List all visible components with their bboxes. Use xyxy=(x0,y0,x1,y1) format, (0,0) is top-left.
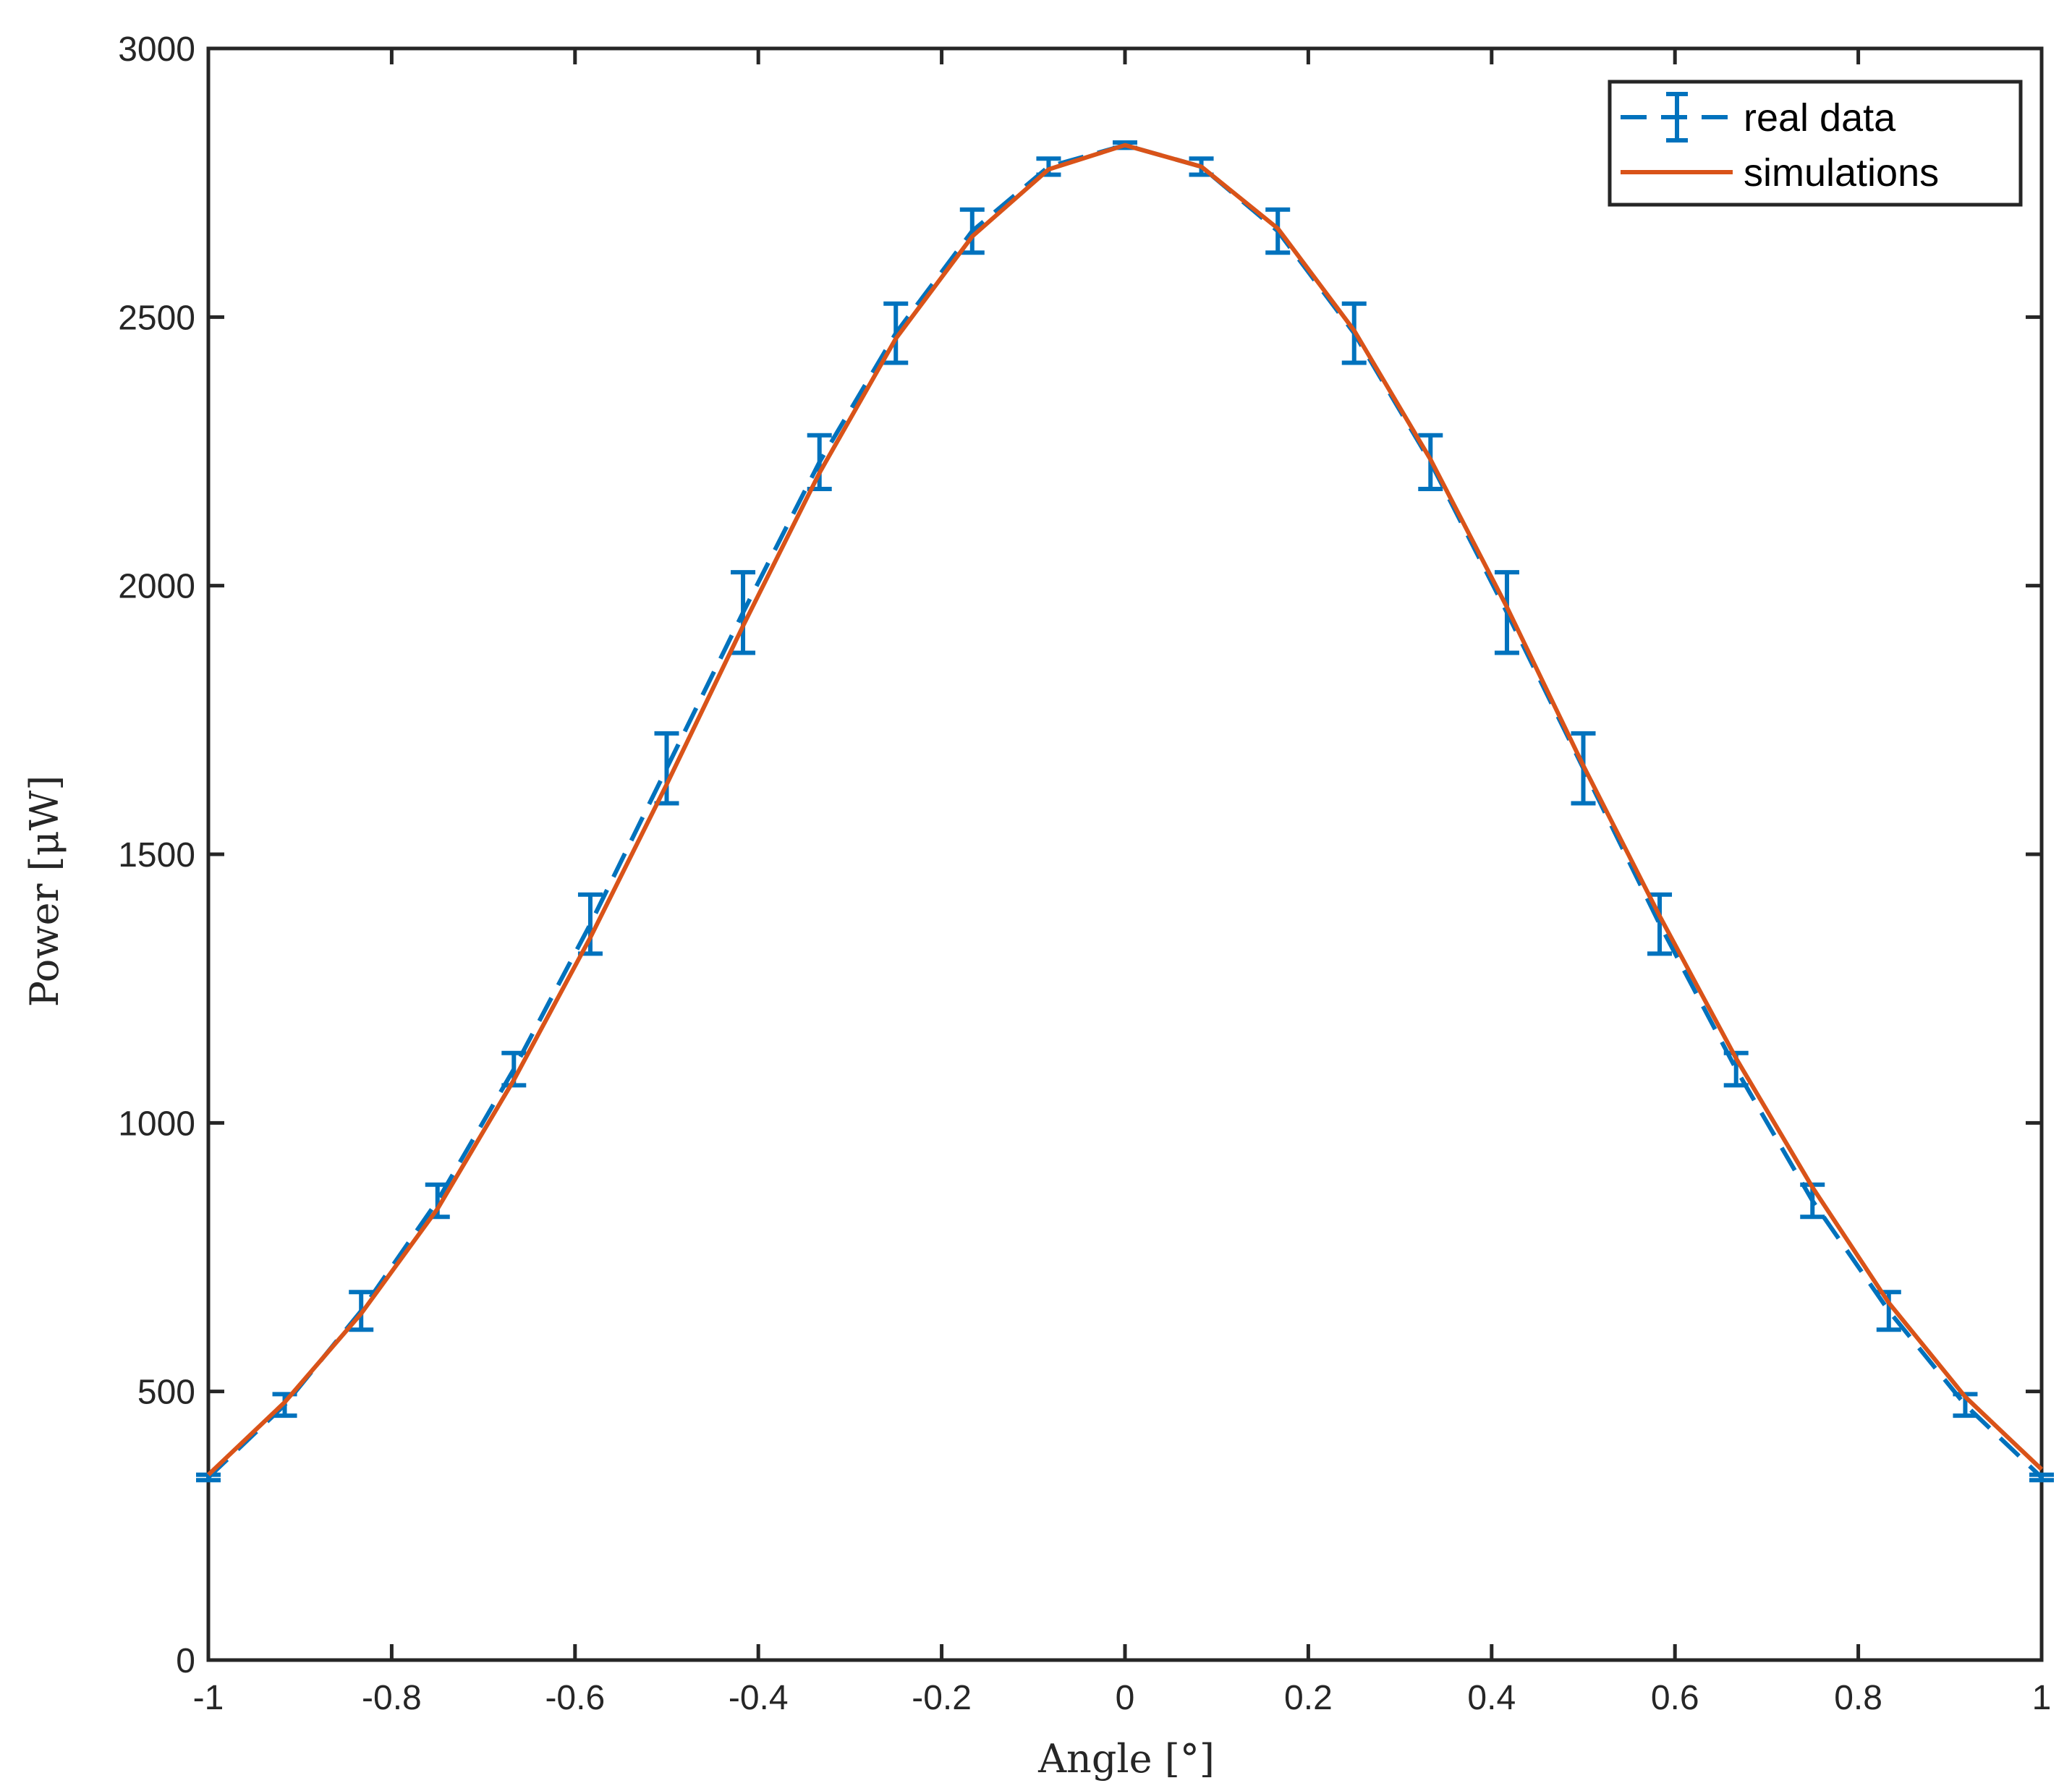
simulations-line xyxy=(206,142,2044,1476)
x-axis: -1 -0.8 -0.6 -0.4 -0.2 0 0.2 0.4 0.6 0.8 1 xyxy=(193,48,2052,1717)
y-tick-label: 1000 xyxy=(118,1105,195,1143)
legend: real data simulations xyxy=(1608,80,2023,207)
y-tick-label: 2500 xyxy=(118,299,195,337)
legend-simulations-label: simulations xyxy=(1744,151,1939,195)
legend-box xyxy=(1608,80,2023,207)
x-tick-label: 0.2 xyxy=(1284,1679,1333,1717)
y-axis: 0 500 1000 1500 2000 2500 3000 xyxy=(118,30,2042,1680)
legend-real-data-label: real data xyxy=(1744,96,1896,140)
y-axis-title: Power [μW] xyxy=(22,775,67,1008)
x-tick-label: 0.8 xyxy=(1834,1679,1882,1717)
x-tick-label: 0 xyxy=(1116,1679,1135,1717)
x-tick-label: 1 xyxy=(2032,1679,2052,1717)
x-tick-label: 0.6 xyxy=(1651,1679,1699,1717)
y-tick-label: 1500 xyxy=(118,836,195,875)
y-tick-label: 2000 xyxy=(118,568,195,606)
x-tick-label: 0.4 xyxy=(1467,1679,1516,1717)
x-tick-label: -0.6 xyxy=(545,1679,605,1717)
y-tick-label: 3000 xyxy=(118,30,195,69)
y-tick-label: 0 xyxy=(176,1642,195,1680)
x-tick-label: -0.2 xyxy=(912,1679,972,1717)
x-tick-label: -1 xyxy=(193,1679,224,1717)
x-axis-title: Angle [°] xyxy=(1037,1736,1215,1782)
x-tick-label: -0.4 xyxy=(729,1679,789,1717)
y-tick-label: 500 xyxy=(137,1374,195,1412)
x-tick-label: -0.8 xyxy=(362,1679,422,1717)
